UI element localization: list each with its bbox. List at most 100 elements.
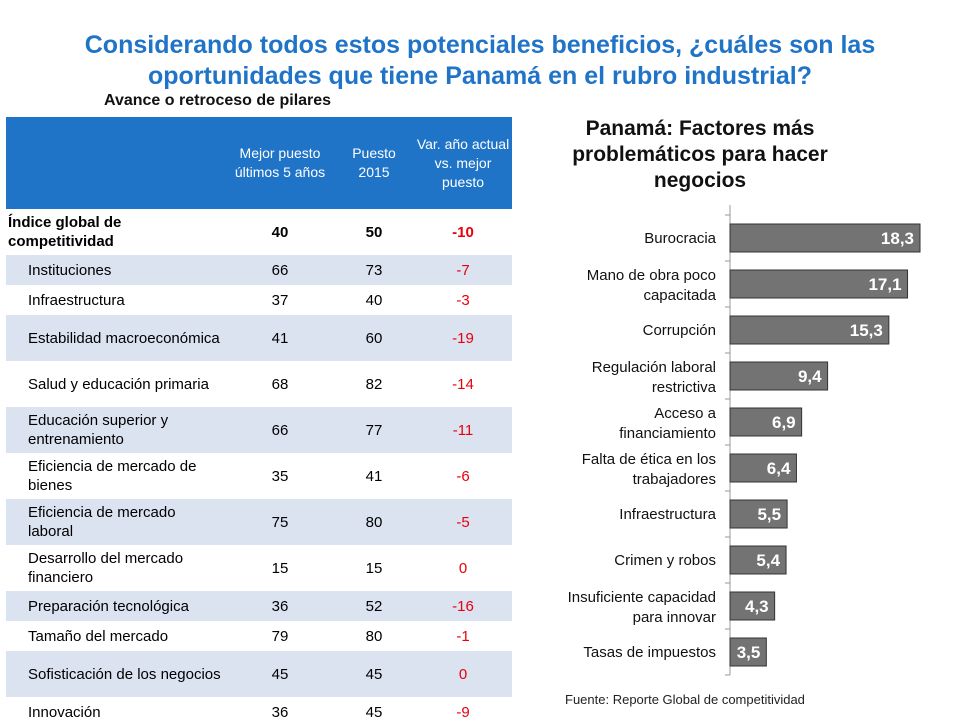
best-rank: 36 bbox=[271, 703, 289, 721]
rank-2015: 60 bbox=[334, 315, 414, 361]
pillars-table: Mejor puesto últimos 5 años Puesto 2015 … bbox=[6, 117, 512, 727]
pillar-name: Educación superior y entrenamiento bbox=[6, 407, 226, 453]
pillar-name: Innovación bbox=[28, 703, 101, 721]
pillar-name: Infraestructura bbox=[28, 291, 125, 309]
category-label-line: Insuficiente capacidad bbox=[568, 589, 716, 606]
category-label-line: Infraestructura bbox=[619, 506, 716, 523]
rank-variation: -16 bbox=[414, 591, 512, 621]
rank-variation: -10 bbox=[414, 209, 512, 255]
pillar-name: Preparación tecnológica bbox=[6, 591, 226, 621]
bar bbox=[729, 407, 803, 437]
bar-value-label: 17,1 bbox=[868, 275, 901, 294]
page-title: Considerando todos estos potenciales ben… bbox=[84, 31, 876, 90]
bar bbox=[729, 223, 921, 253]
rank-variation: -14 bbox=[452, 375, 474, 393]
bar-value-label: 9,4 bbox=[798, 367, 822, 386]
best-rank: 66 bbox=[226, 255, 334, 285]
category-label-line: capacitada bbox=[643, 287, 716, 304]
table-row: Tamaño del mercado 79 80 -1 bbox=[6, 621, 512, 651]
category-label-line: trabajadores bbox=[633, 471, 716, 488]
category-label: Infraestructura bbox=[619, 506, 716, 523]
category-label-line: Crimen y robos bbox=[614, 552, 716, 569]
source-note: Fuente: Reporte Global de competitividad bbox=[565, 692, 805, 707]
best-rank: 41 bbox=[226, 315, 334, 361]
rank-variation: 0 bbox=[458, 559, 468, 577]
bar-value-label: 18,3 bbox=[881, 229, 914, 248]
category-label: Insuficiente capacidad para innovar bbox=[568, 589, 716, 626]
header-pillar bbox=[6, 117, 226, 209]
bar-value-label: 3,5 bbox=[737, 643, 761, 662]
best-rank: 35 bbox=[271, 467, 289, 485]
best-rank: 15 bbox=[271, 559, 289, 577]
table-row: Preparación tecnológica 36 52 -16 bbox=[6, 591, 512, 621]
best-rank: 79 bbox=[271, 627, 289, 645]
rank-2015: 41 bbox=[365, 467, 383, 485]
rank-variation: -11 bbox=[414, 407, 512, 453]
category-label: Mano de obra poco capacitada bbox=[587, 267, 717, 304]
header-best-rank: Mejor puesto últimos 5 años bbox=[226, 117, 334, 209]
table-caption: Avance o retroceso de pilares bbox=[104, 92, 332, 109]
rank-2015: 40 bbox=[365, 291, 383, 309]
rank-2015: 80 bbox=[334, 499, 414, 545]
pillar-name: Índice global de competitividad bbox=[6, 209, 226, 255]
bar-value-label: 5,4 bbox=[756, 551, 780, 570]
pillar-name: Tamaño del mercado bbox=[28, 627, 169, 645]
bar bbox=[729, 591, 776, 621]
rank-2015: 73 bbox=[334, 255, 414, 285]
bar-value-label: 6,9 bbox=[772, 413, 796, 432]
category-label-line: Falta de ética en los bbox=[582, 451, 716, 468]
pillar-name: Desarrollo del mercado financiero bbox=[28, 550, 184, 586]
category-label-line: Tasas de impuestos bbox=[583, 644, 716, 661]
table-row: Infraestructura 37 40 -3 bbox=[6, 285, 512, 315]
table-row-global-index: Índice global de competitividad 40 50 -10 bbox=[6, 209, 512, 255]
bar bbox=[729, 269, 909, 299]
pillar-name: Eficiencia de mercado laboral bbox=[6, 499, 226, 545]
rank-variation: -5 bbox=[414, 499, 512, 545]
category-label: Regulación laboral restrictiva bbox=[592, 359, 717, 396]
bar bbox=[729, 453, 797, 483]
bar bbox=[729, 637, 767, 667]
category-label: Burocracia bbox=[644, 230, 716, 247]
table-row: Educación superior y entrenamiento 66 77 -1… bbox=[6, 407, 512, 453]
rank-variation: -19 bbox=[414, 315, 512, 361]
table-row: Innovación 36 45 -9 bbox=[6, 697, 512, 727]
rank-2015: 15 bbox=[365, 559, 383, 577]
category-label: Crimen y robos bbox=[614, 552, 716, 569]
chart-title: Panamá: Factores más problemáticos para … bbox=[572, 117, 828, 192]
category-label-line: Regulación laboral bbox=[592, 359, 716, 376]
bar-value-label: 5,5 bbox=[757, 505, 781, 524]
bar bbox=[729, 545, 787, 575]
best-rank: 66 bbox=[226, 407, 334, 453]
bar bbox=[729, 499, 788, 529]
rank-variation: 0 bbox=[414, 651, 512, 697]
category-label-line: Corrupción bbox=[643, 322, 716, 339]
pillar-name: Sofisticación de los negocios bbox=[6, 651, 226, 697]
bar-value-label: 6,4 bbox=[767, 459, 791, 478]
rank-2015: 50 bbox=[334, 209, 414, 255]
rank-2015: 80 bbox=[365, 627, 383, 645]
table-row: Salud y educación primaria 68 82 -14 bbox=[6, 361, 512, 407]
table-row: Eficiencia de mercado laboral 75 80 -5 bbox=[6, 499, 512, 545]
category-label: Tasas de impuestos bbox=[583, 644, 716, 661]
category-label: Falta de ética en los trabajadores bbox=[582, 451, 716, 488]
pillar-name: Instituciones bbox=[6, 255, 226, 285]
category-label-line: para innovar bbox=[633, 609, 716, 626]
table-row: Sofisticación de los negocios 45 45 0 bbox=[6, 651, 512, 697]
table-header-row: Mejor puesto últimos 5 años Puesto 2015 … bbox=[6, 117, 512, 209]
pillar-name: Salud y educación primaria bbox=[28, 375, 209, 393]
bar-value-label: 4,3 bbox=[745, 597, 769, 616]
category-label-line: Acceso a bbox=[654, 405, 716, 422]
best-rank: 45 bbox=[226, 651, 334, 697]
header-variation: Var. año actual vs. mejor puesto bbox=[414, 117, 512, 209]
rank-2015: 82 bbox=[365, 375, 383, 393]
category-label-line: Mano de obra poco bbox=[587, 267, 716, 284]
rank-variation: -7 bbox=[414, 255, 512, 285]
rank-2015: 45 bbox=[365, 703, 383, 721]
best-rank: 37 bbox=[271, 291, 289, 309]
pillar-name: Eficiencia de mercado de bienes bbox=[28, 458, 197, 494]
rank-2015: 52 bbox=[334, 591, 414, 621]
rank-variation: -1 bbox=[456, 627, 470, 645]
table-row: Desarrollo del mercado financiero 15 15 0 bbox=[6, 545, 512, 591]
best-rank: 68 bbox=[271, 375, 289, 393]
table-row: Eficiencia de mercado de bienes 35 41 -6 bbox=[6, 453, 512, 499]
